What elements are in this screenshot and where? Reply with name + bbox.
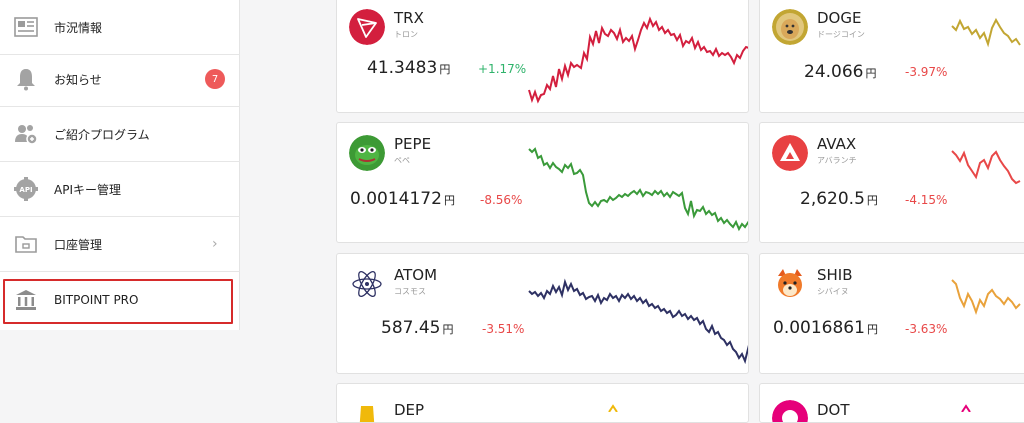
- price-sparkline: [961, 404, 971, 412]
- price-sparkline: [951, 279, 1021, 316]
- sidebar-item-bitpoint-pro[interactable]: BITPOINT PRO: [0, 272, 240, 327]
- coin-name: ペペ: [394, 156, 410, 165]
- coin-symbol: PEPE: [394, 135, 432, 153]
- sidebar-item-notifications[interactable]: お知らせ 7: [0, 52, 240, 107]
- svg-text:API: API: [19, 186, 32, 194]
- sidebar-item-label: 口座管理: [54, 237, 103, 252]
- price-sparkline: [951, 150, 1021, 185]
- coin-name: ドージコイン: [817, 30, 865, 39]
- coin-change: +1.17%: [478, 62, 527, 76]
- sidebar-item-account[interactable]: 口座管理 ›: [0, 217, 240, 272]
- coin-price: 2,620.5 円: [800, 189, 878, 209]
- coin-card-dep[interactable]: DEP: [336, 383, 749, 423]
- chevron-right-icon: ›: [212, 236, 218, 252]
- bell-icon: [17, 69, 35, 91]
- coin-price: 24.066 円: [804, 62, 877, 82]
- folder-icon: [15, 236, 37, 253]
- sidebar-item-referral[interactable]: ご紹介プログラム: [0, 107, 240, 162]
- coin-symbol: AVAX: [817, 135, 857, 153]
- coin-symbol: TRX: [394, 9, 424, 27]
- coin-symbol: DOT: [817, 401, 850, 419]
- coin-change: -3.51%: [482, 322, 525, 336]
- sidebar-item-label: APIキー管理: [54, 182, 121, 197]
- tron-logo-icon: [349, 9, 385, 45]
- coin-name: トロン: [394, 30, 418, 39]
- sidebar-item-label: 市況情報: [54, 20, 103, 35]
- price-sparkline: [528, 147, 748, 232]
- coin-card-shib[interactable]: SHIB シバイヌ 0.0016861 円 -3.63%: [759, 253, 1024, 374]
- news-icon: [14, 17, 38, 37]
- coin-symbol: SHIB: [817, 266, 853, 284]
- notification-count-badge: 7: [205, 69, 225, 89]
- pepe-logo-icon: [349, 135, 385, 171]
- price-sparkline: [951, 17, 1021, 48]
- coin-change: -3.63%: [905, 322, 948, 336]
- avalanche-logo-icon: [772, 135, 808, 171]
- coin-symbol: ATOM: [394, 266, 438, 284]
- api-gear-icon: API: [14, 177, 38, 201]
- sidebar-item-label: BITPOINT PRO: [54, 292, 139, 307]
- sidebar: 市況情報 お知らせ 7 ご紹介プログラム API APIキー管理 口座管理 › …: [0, 0, 240, 330]
- bank-icon: [16, 289, 36, 310]
- referral-icon: [15, 125, 38, 145]
- price-sparkline: [608, 404, 618, 412]
- coin-price: 587.45 円: [381, 318, 454, 338]
- doge-logo-icon: [772, 9, 808, 45]
- shiba-logo-icon: [772, 266, 808, 302]
- sidebar-item-label: お知らせ: [54, 72, 102, 87]
- polkadot-logo-icon: [772, 400, 808, 422]
- coin-price: 41.3483 円: [367, 58, 451, 78]
- coin-card-trx[interactable]: TRX トロン 41.3483 円 +1.17%: [336, 0, 749, 113]
- coin-change: -3.97%: [905, 65, 948, 79]
- coin-symbol: DEP: [394, 401, 425, 419]
- sidebar-item-api-keys[interactable]: API APIキー管理: [0, 162, 240, 217]
- price-sparkline: [528, 278, 748, 365]
- coin-card-avax[interactable]: AVAX アバランチ 2,620.5 円 -4.15%: [759, 122, 1024, 243]
- coin-name: アバランチ: [817, 156, 857, 165]
- dep-logo-icon: [359, 406, 375, 422]
- price-sparkline: [528, 16, 748, 104]
- cosmos-logo-icon: [349, 266, 385, 302]
- coin-symbol: DOGE: [817, 9, 862, 27]
- sidebar-item-label: ご紹介プログラム: [54, 127, 150, 142]
- coin-card-dot[interactable]: DOT: [759, 383, 1024, 423]
- coin-card-pepe[interactable]: PEPE ペペ 0.0014172 円 -8.56%: [336, 122, 749, 243]
- coin-card-atom[interactable]: ATOM コスモス 587.45 円 -3.51%: [336, 253, 749, 374]
- coin-change: -4.15%: [905, 193, 948, 207]
- coin-change: -8.56%: [480, 193, 523, 207]
- sidebar-item-market-info[interactable]: 市況情報: [0, 0, 240, 55]
- coin-price: 0.0014172 円: [350, 189, 455, 209]
- coin-price: 0.0016861 円: [773, 318, 878, 338]
- coin-name: コスモス: [394, 287, 426, 296]
- coin-card-doge[interactable]: DOGE ドージコイン 24.066 円 -3.97%: [759, 0, 1024, 113]
- coin-name: シバイヌ: [817, 287, 849, 296]
